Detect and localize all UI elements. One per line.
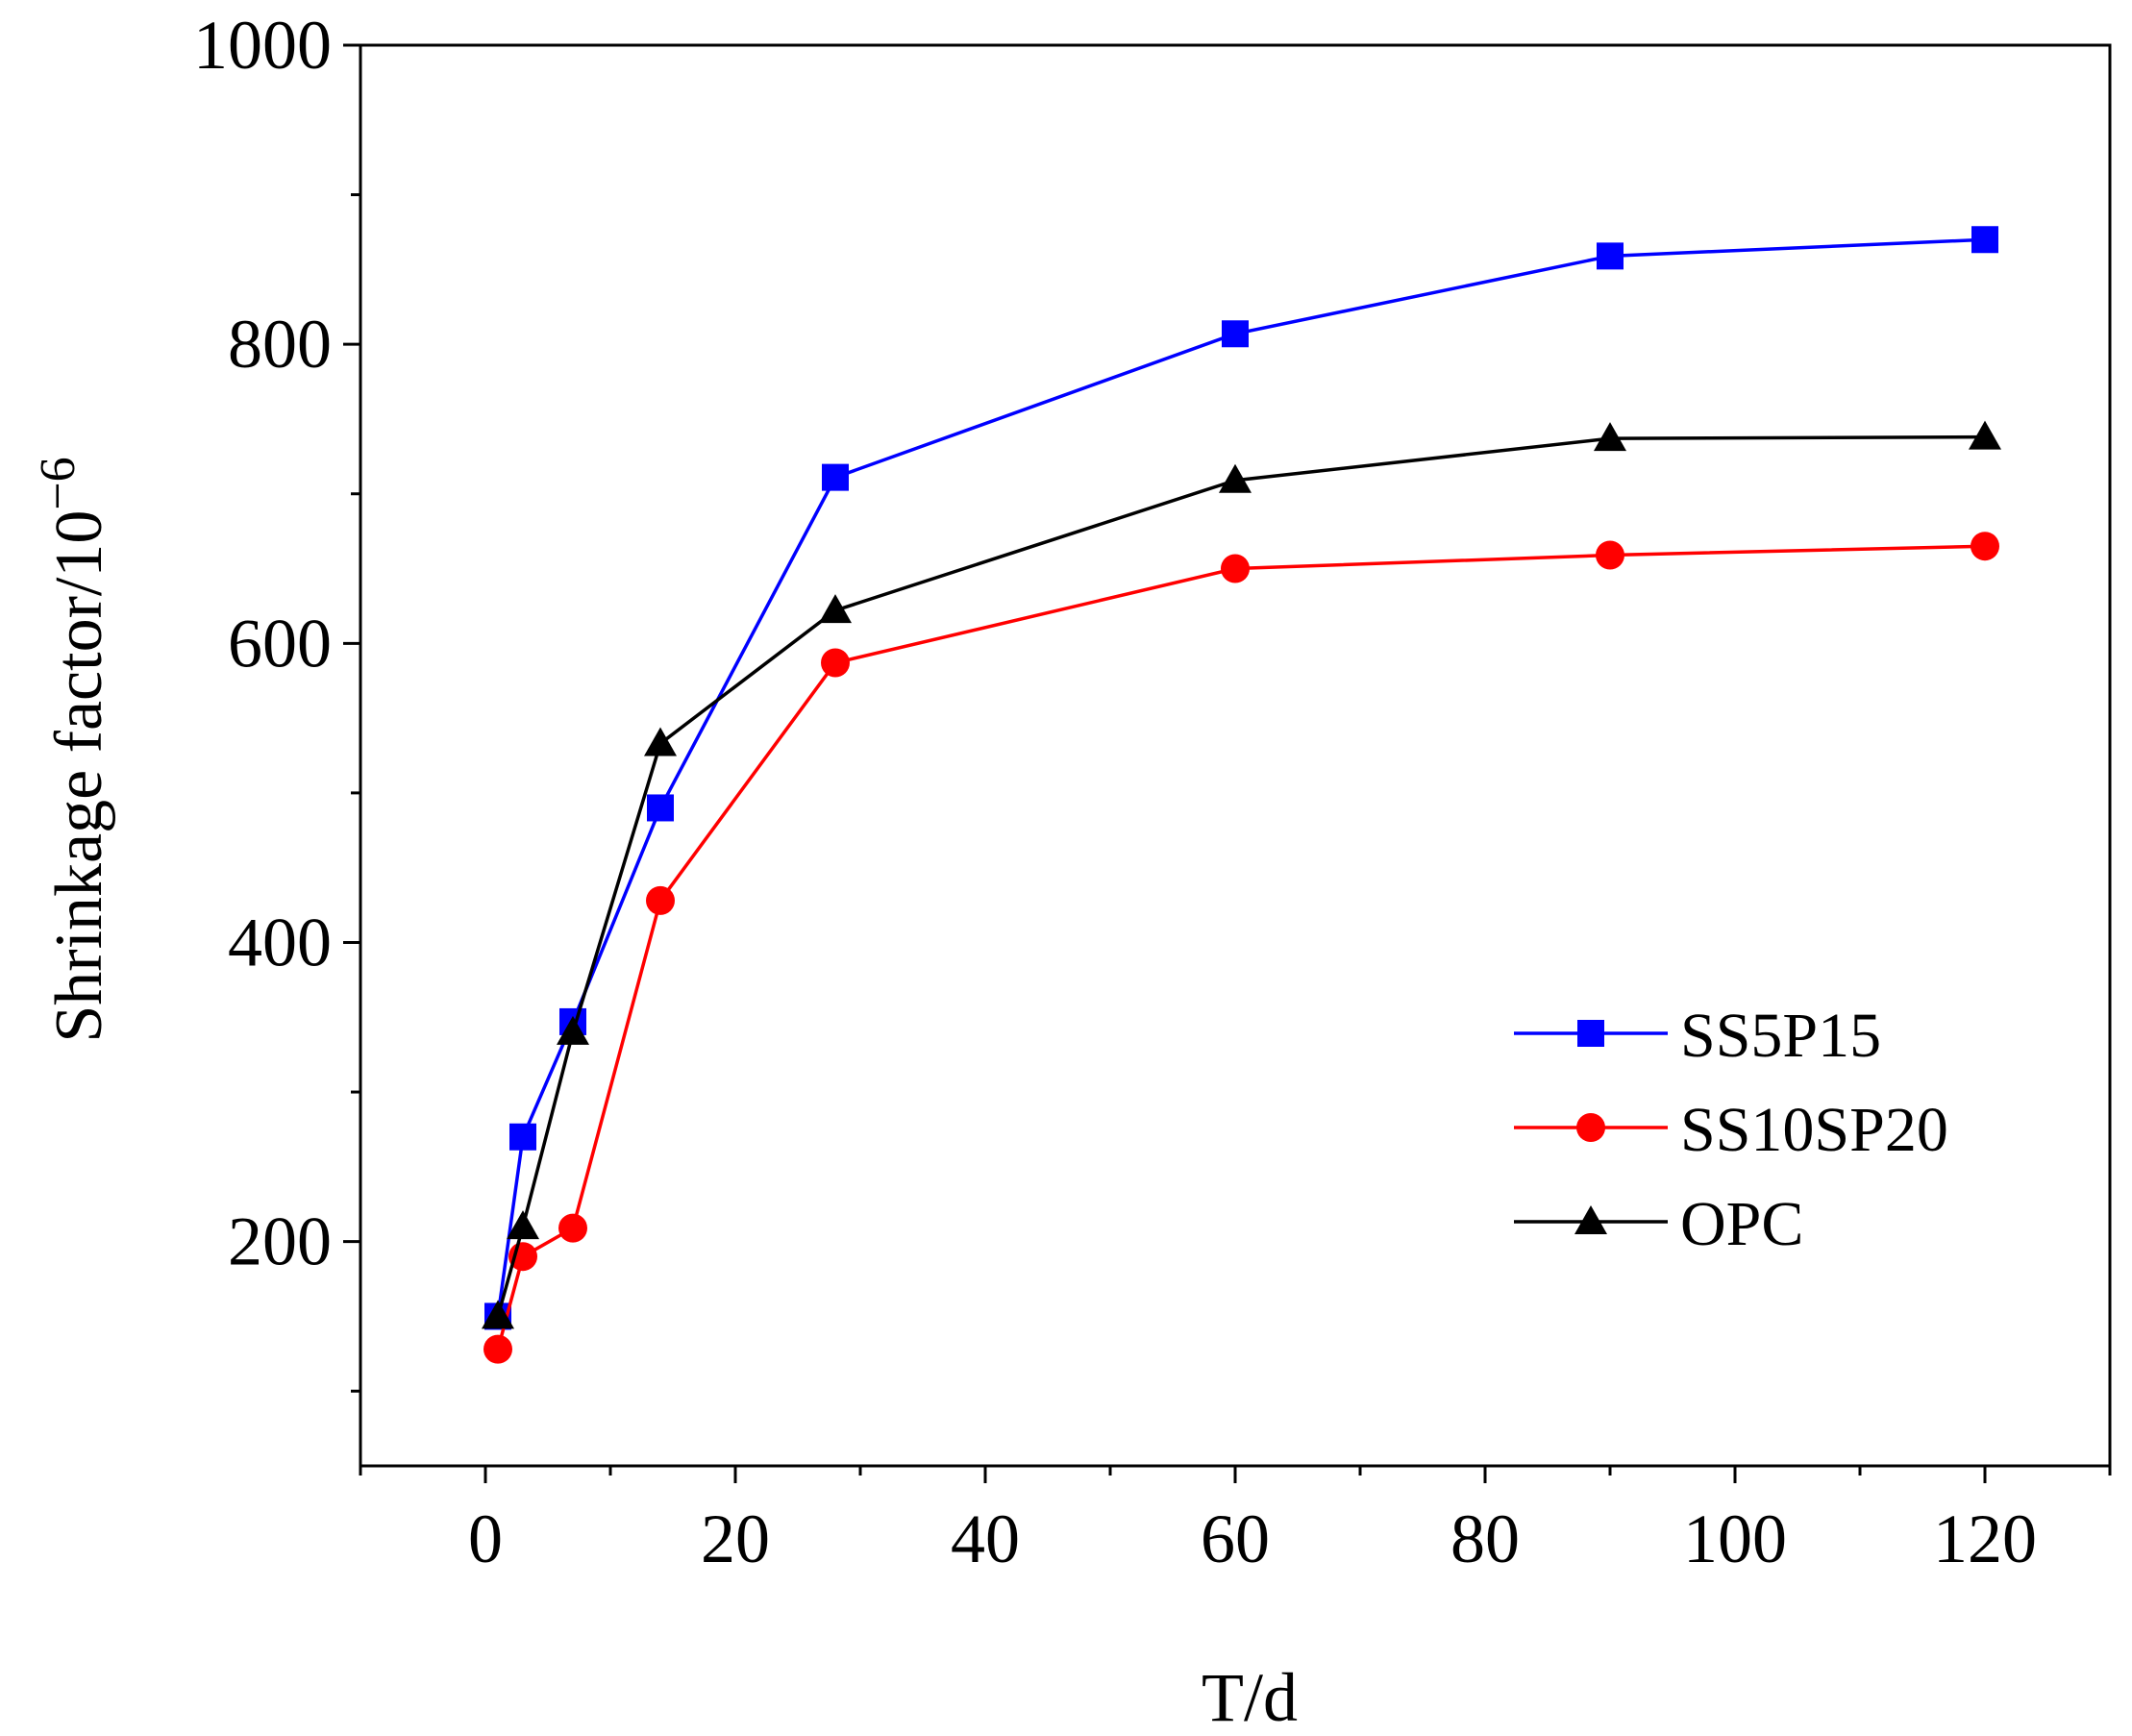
data-point-opc	[1219, 463, 1252, 493]
y-axis-label-base: Shrinkage factor/10	[42, 510, 116, 1043]
legend-label-ss5p15: SS5P15	[1680, 1001, 1881, 1071]
y-axis-label-exponent: −6	[31, 457, 86, 509]
data-point-ss10sp20	[821, 648, 850, 678]
series-line-opc	[496, 434, 1986, 1317]
data-point-opc	[1969, 420, 2001, 450]
data-point-opc	[557, 1015, 589, 1045]
series-opc	[482, 420, 2001, 1329]
legend: SS5P15 SS10SP20 OPC	[1514, 1001, 1948, 1259]
legend-label-ss10sp20: SS10SP20	[1680, 1095, 1948, 1165]
data-point-ss5p15	[1222, 320, 1249, 348]
series-line-ss5p15	[496, 237, 1986, 1317]
legend-marker-ss10sp20	[1576, 1113, 1605, 1142]
x-axis-label: T/d	[1202, 1659, 1298, 1736]
data-point-ss10sp20	[483, 1334, 512, 1364]
data-point-opc	[644, 727, 677, 756]
data-point-opc	[819, 594, 852, 624]
data-point-ss10sp20	[646, 885, 675, 915]
y-tick-label: 200	[228, 1203, 332, 1280]
data-point-ss5p15	[509, 1123, 536, 1151]
plot-area-frame	[359, 43, 2112, 1468]
legend-item-ss5p15: SS5P15	[1514, 1001, 1881, 1071]
data-point-ss5p15	[822, 463, 849, 491]
data-point-opc	[507, 1210, 539, 1240]
legend-marker-ss5p15	[1577, 1020, 1604, 1047]
x-tick-label: 20	[701, 1500, 770, 1577]
y-axis-label: Shrinkage factor/10−6	[31, 457, 116, 1042]
data-point-ss10sp20	[1221, 554, 1250, 583]
x-tick-label: 0	[468, 1500, 503, 1577]
y-tick-label: 400	[228, 904, 332, 980]
series-ss10sp20	[483, 532, 1999, 1364]
x-tick-label: 120	[1933, 1500, 2037, 1577]
data-point-opc	[482, 1300, 514, 1329]
data-point-ss5p15	[1971, 226, 1998, 254]
data-point-ss5p15	[647, 794, 674, 822]
y-tick-label: 800	[228, 306, 332, 383]
x-tick-label: 100	[1683, 1500, 1787, 1577]
y-tick-label: 600	[228, 605, 332, 682]
data-point-ss10sp20	[1971, 532, 1999, 561]
legend-item-opc: OPC	[1514, 1189, 1803, 1259]
data-point-ss10sp20	[1596, 540, 1624, 570]
data-point-ss5p15	[1597, 242, 1624, 270]
x-tick-label: 60	[1201, 1500, 1270, 1577]
x-tick-label: 80	[1450, 1500, 1520, 1577]
y-tick-label: 1000	[193, 7, 332, 84]
legend-item-ss10sp20: SS10SP20	[1514, 1095, 1948, 1165]
data-point-ss10sp20	[558, 1213, 587, 1243]
x-tick-label: 40	[951, 1500, 1020, 1577]
data-point-opc	[1594, 422, 1626, 452]
legend-label-opc: OPC	[1680, 1189, 1803, 1259]
legend-marker-opc	[1574, 1205, 1607, 1234]
